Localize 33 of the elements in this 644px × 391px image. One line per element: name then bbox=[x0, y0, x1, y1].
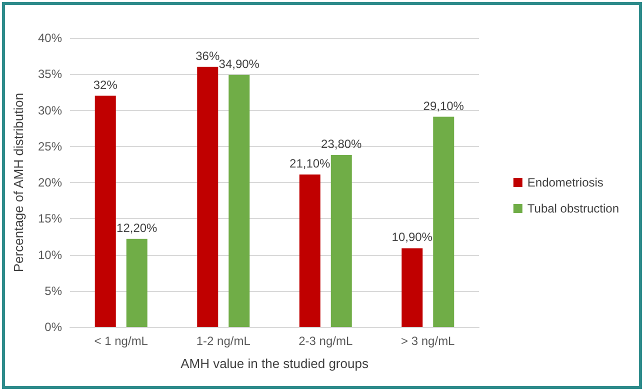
data-label: 10,90% bbox=[392, 230, 433, 244]
x-tick-label: 2-3 ng/mL bbox=[298, 334, 353, 348]
legend-label: Endometriosis bbox=[527, 176, 604, 190]
bar bbox=[402, 248, 423, 327]
y-tick-label: 15% bbox=[38, 212, 62, 226]
x-tick-label: 1-2 ng/mL bbox=[196, 334, 251, 348]
data-label: 32% bbox=[93, 78, 118, 92]
y-tick-label: 35% bbox=[38, 67, 62, 82]
y-tick-label: 0% bbox=[44, 320, 62, 334]
data-label: 29,10% bbox=[423, 98, 464, 113]
bar bbox=[228, 74, 250, 327]
data-label: 12,20% bbox=[116, 220, 158, 235]
x-axis-title: AMH value in the studied groups bbox=[180, 356, 369, 371]
y-tick-label: 20% bbox=[38, 176, 62, 190]
data-label: 34,90% bbox=[218, 56, 260, 71]
legend-label: Tubal obstruction bbox=[527, 202, 620, 216]
bar bbox=[299, 174, 320, 327]
data-label: 36% bbox=[196, 48, 220, 63]
x-tick-label: > 3 ng/mL bbox=[401, 334, 456, 348]
y-tick-label: 10% bbox=[38, 248, 62, 262]
y-tick-label: 25% bbox=[38, 139, 62, 154]
data-label: 21,10% bbox=[290, 156, 331, 171]
y-axis-title: Percentage of AMH distribution bbox=[11, 92, 26, 272]
y-tick-label: 30% bbox=[38, 103, 62, 118]
bar bbox=[197, 66, 218, 327]
bar bbox=[330, 155, 352, 327]
y-tick-label: 40% bbox=[38, 31, 62, 45]
bar bbox=[126, 238, 148, 327]
bar bbox=[94, 96, 116, 327]
data-label: 23,80% bbox=[321, 137, 362, 152]
bar bbox=[433, 116, 454, 327]
y-tick-label: 5% bbox=[44, 284, 62, 298]
x-tick-label: < 1 ng/mL bbox=[94, 334, 148, 348]
